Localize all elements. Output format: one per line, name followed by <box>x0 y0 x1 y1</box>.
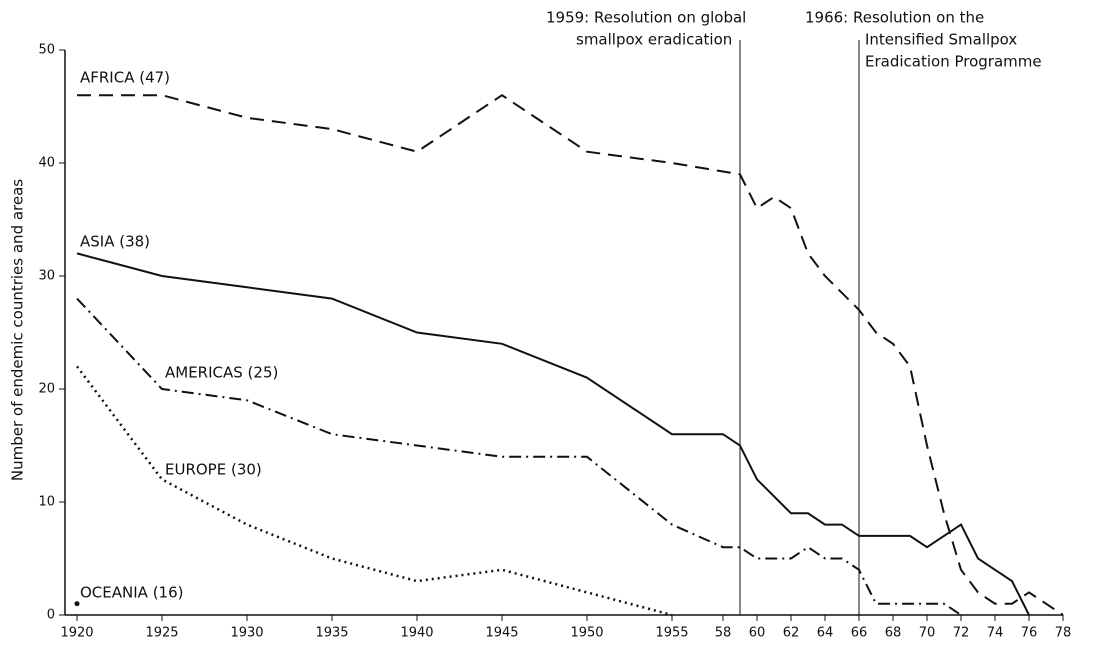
x-tick-label: 1935 <box>315 626 348 641</box>
y-tick-label: 20 <box>38 382 55 397</box>
x-tick-label: 1955 <box>655 626 688 641</box>
y-axis-label: Number of endemic countries and areas <box>9 179 27 481</box>
x-tick-label: 64 <box>817 626 834 641</box>
x-tick-label: 66 <box>851 626 868 641</box>
series-label: EUROPE (30) <box>165 461 262 479</box>
series-label: OCEANIA (16) <box>80 584 183 602</box>
y-tick-label: 50 <box>38 43 55 58</box>
x-tick-label: 1925 <box>145 626 178 641</box>
x-tick-label: 1940 <box>400 626 433 641</box>
x-tick-label: 1930 <box>230 626 263 641</box>
y-tick-label: 10 <box>38 495 55 510</box>
annotation-text: Intensified Smallpox <box>865 31 1017 49</box>
annotation-text: smallpox eradication <box>576 31 732 49</box>
y-tick-label: 0 <box>47 608 55 623</box>
x-tick-label: 1945 <box>485 626 518 641</box>
y-tick-label: 30 <box>38 269 55 284</box>
x-tick-label: 60 <box>749 626 766 641</box>
series-point <box>74 601 80 607</box>
x-tick-label: 68 <box>885 626 902 641</box>
x-tick-label: 72 <box>953 626 970 641</box>
x-tick-label: 70 <box>919 626 936 641</box>
x-tick-label: 76 <box>1021 626 1038 641</box>
x-tick-label: 58 <box>715 626 732 641</box>
series-label: ASIA (38) <box>80 233 150 251</box>
series-line <box>77 93 1064 616</box>
series-label: AFRICA (47) <box>80 69 170 87</box>
series-line <box>76 297 962 616</box>
x-tick-label: 62 <box>783 626 800 641</box>
x-tick-label: 1920 <box>60 626 93 641</box>
x-tick-label: 78 <box>1055 626 1072 641</box>
annotation-text: Eradication Programme <box>865 53 1042 71</box>
x-tick-label: 1950 <box>570 626 603 641</box>
series-line <box>76 252 1030 616</box>
annotation-text: 1966: Resolution on the <box>805 9 984 27</box>
annotation-text: 1959: Resolution on global <box>546 9 746 27</box>
series-line <box>76 365 673 617</box>
series-label: AMERICAS (25) <box>165 364 278 382</box>
y-tick-label: 40 <box>38 156 55 171</box>
x-tick-label: 74 <box>987 626 1004 641</box>
